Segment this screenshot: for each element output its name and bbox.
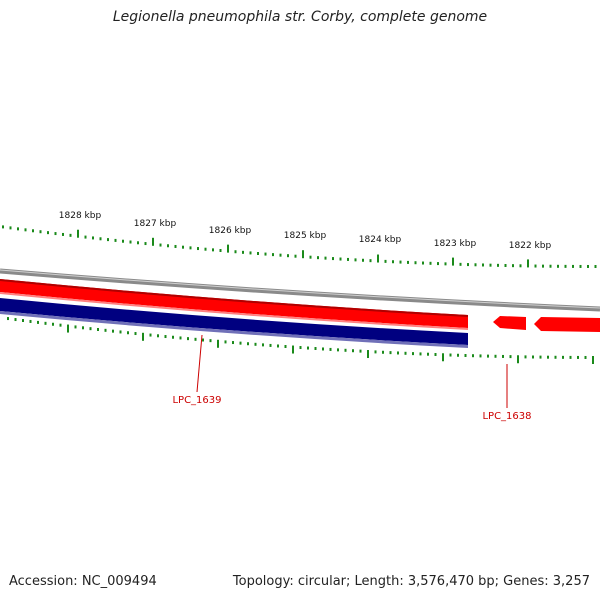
gene-label-lpc1639[interactable]: LPC_1639 [172, 395, 221, 406]
lpc1639-leader [196, 334, 203, 393]
backbone-track [0, 268, 600, 312]
gene-label-lpc1638[interactable]: LPC_1638 [482, 411, 531, 422]
gene-lpc1638-arrow-left[interactable] [493, 316, 526, 330]
gene-lpc1639-reverse-edge [0, 311, 468, 348]
backbone-highlight [0, 269, 600, 309]
scale-label-1828: 1828 kbp [59, 211, 102, 221]
gene-lpc1638-arrow-right[interactable] [534, 317, 600, 332]
accession-text: Accession: NC_009494 [9, 574, 157, 589]
scale-label-1825: 1825 kbp [284, 231, 327, 241]
genome-summary: Topology: circular; Length: 3,576,470 bp… [232, 574, 590, 589]
map-title: Legionella pneumophila str. Corby, compl… [112, 9, 488, 25]
scale-label-1826: 1826 kbp [209, 226, 252, 236]
scale-labels: 1828 kbp 1827 kbp 1826 kbp 1825 kbp 1824… [59, 211, 552, 251]
gene-lpc1639-forward-top [0, 279, 468, 317]
gene-lpc1639-forward-shade [0, 292, 468, 330]
scale-label-1823: 1823 kbp [434, 239, 477, 249]
scale-label-1822: 1822 kbp [509, 241, 552, 251]
outer-scale-ticks [2, 225, 597, 268]
inner-scale-ticks [7, 317, 594, 364]
gene-lpc1639-reverse[interactable] [0, 298, 468, 345]
scale-label-1824: 1824 kbp [359, 235, 402, 245]
scale-label-1827: 1827 kbp [134, 219, 177, 229]
